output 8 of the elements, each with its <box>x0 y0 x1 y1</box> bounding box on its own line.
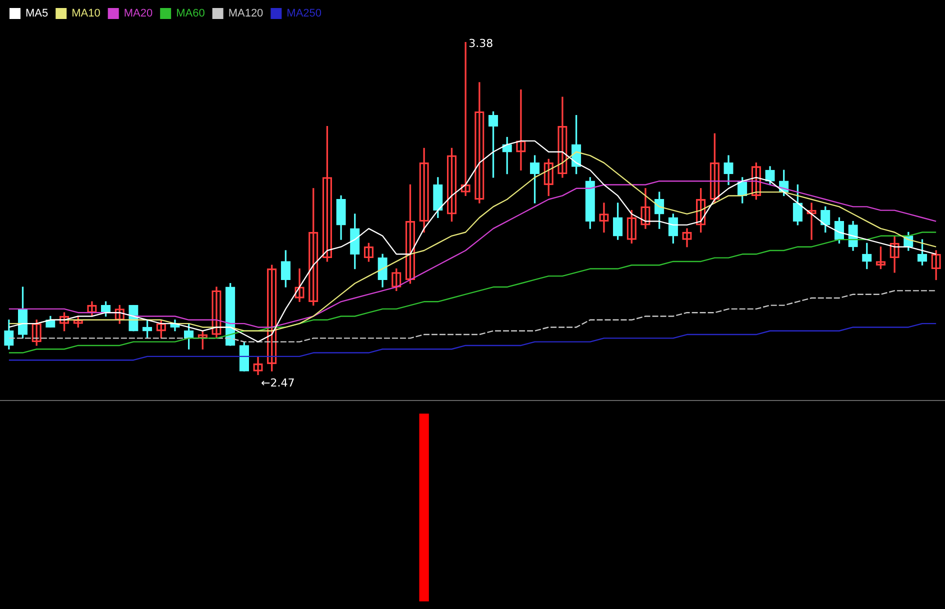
legend-label: MA60 <box>176 8 205 20</box>
legend-label: MA120 <box>228 8 264 20</box>
text: ←2.47 <box>261 376 295 390</box>
annotation: 3.38 <box>468 37 494 50</box>
legend-label: MA20 <box>124 8 153 20</box>
legend-label: MA10 <box>72 8 100 20</box>
legend-label: MA250 <box>286 8 322 20</box>
legend-label: MA5 <box>26 8 48 20</box>
